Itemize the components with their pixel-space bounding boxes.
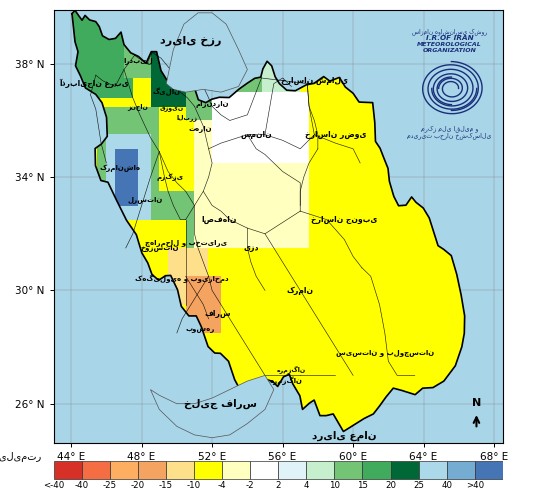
Text: البرز: البرز	[177, 114, 198, 121]
Bar	[278, 461, 306, 479]
Text: I.R.OF IRAN: I.R.OF IRAN	[425, 36, 473, 42]
Polygon shape	[166, 13, 247, 92]
Bar	[363, 461, 391, 479]
Text: ORGANIZATION: ORGANIZATION	[423, 48, 476, 53]
Text: سیستان و بلوچستان: سیستان و بلوچستان	[336, 349, 434, 356]
Text: -20: -20	[131, 481, 145, 490]
Text: اصفهان: اصفهان	[202, 215, 237, 224]
Text: >40: >40	[466, 481, 484, 490]
Bar	[82, 461, 110, 479]
Text: خوزستان: خوزستان	[140, 244, 179, 252]
Bar	[222, 461, 250, 479]
Bar	[250, 461, 278, 479]
Text: -40: -40	[74, 481, 89, 490]
Text: -10: -10	[187, 481, 201, 490]
Text: خلیج فارس: خلیج فارس	[185, 399, 257, 409]
Bar	[447, 461, 475, 479]
Text: 20: 20	[385, 481, 396, 490]
Bar	[475, 461, 503, 479]
Bar	[391, 461, 418, 479]
Text: N: N	[472, 398, 481, 408]
Bar	[54, 461, 82, 479]
Text: -2: -2	[246, 481, 255, 490]
Text: کرمان: کرمان	[287, 286, 314, 295]
Text: سمنان: سمنان	[240, 130, 272, 139]
Text: خراسان جنوبی: خراسان جنوبی	[311, 215, 378, 224]
Text: هرمزگان: هرمزگان	[277, 366, 306, 374]
Text: METEOROLOGICAL: METEOROLOGICAL	[417, 43, 482, 47]
Text: دریای عمان: دریای عمان	[312, 431, 377, 441]
Text: کرمانشاه: کرمانشاه	[100, 165, 141, 172]
Text: 4: 4	[303, 481, 309, 490]
Text: آذربایجان غربی: آذربایجان غربی	[59, 79, 129, 88]
Text: مدیریت بحران خشکسالی: مدیریت بحران خشکسالی	[407, 132, 492, 139]
Text: 40: 40	[441, 481, 452, 490]
Text: مرکز ملی اقلیم و: مرکز ملی اقلیم و	[421, 125, 478, 132]
Text: بوشهر: بوشهر	[185, 327, 215, 333]
Text: قزوین: قزوین	[159, 106, 184, 112]
Text: خراسان رضوی: خراسان رضوی	[305, 130, 366, 139]
Text: خراسان شمالی: خراسان شمالی	[281, 76, 348, 85]
Text: زنجان: زنجان	[128, 103, 149, 110]
Text: -15: -15	[159, 481, 173, 490]
Text: اردبیل: اردبیل	[123, 58, 153, 65]
Bar	[334, 461, 363, 479]
Text: سازمان هواشناسی کشور: سازمان هواشناسی کشور	[412, 29, 487, 36]
Text: گیلان: گیلان	[152, 88, 180, 96]
Text: -25: -25	[103, 481, 117, 490]
Text: 25: 25	[413, 481, 424, 490]
Text: تهران: تهران	[188, 126, 211, 132]
Text: چهارمحال و بختیاری: چهارمحال و بختیاری	[144, 239, 227, 246]
Text: لرستان: لرستان	[127, 196, 163, 203]
Text: <-40: <-40	[43, 481, 64, 490]
Text: فارس: فارس	[204, 309, 231, 318]
Text: دریای خزر: دریای خزر	[160, 36, 221, 46]
Bar	[138, 461, 166, 479]
Text: میلیمتر: میلیمتر	[0, 452, 42, 462]
Bar	[194, 461, 222, 479]
Text: کهگیلویه و بویراحمد: کهگیلویه و بویراحمد	[135, 275, 229, 284]
Bar	[110, 461, 138, 479]
Bar	[418, 461, 447, 479]
Text: 15: 15	[357, 481, 368, 490]
Text: یزد: یزد	[243, 243, 258, 253]
Polygon shape	[150, 375, 274, 438]
Bar	[307, 461, 334, 479]
Text: مازندران: مازندران	[195, 100, 229, 107]
Text: مرکزی: مرکزی	[156, 173, 184, 181]
Bar	[166, 461, 194, 479]
Text: -4: -4	[218, 481, 226, 490]
Text: هرمزگان: هرمزگان	[270, 377, 303, 385]
Text: 2: 2	[276, 481, 281, 490]
Text: 10: 10	[329, 481, 340, 490]
